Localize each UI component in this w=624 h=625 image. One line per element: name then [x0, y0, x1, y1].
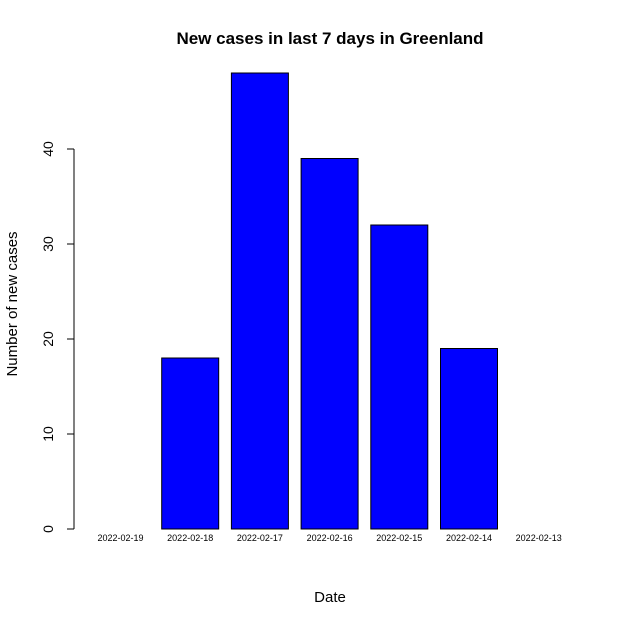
y-tick-label: 30	[40, 236, 56, 252]
x-tick-label: 2022-02-18	[167, 533, 213, 543]
x-tick-label: 2022-02-13	[516, 533, 562, 543]
bar-2022-02-18	[161, 357, 220, 530]
x-tick-label: 2022-02-16	[307, 533, 353, 543]
bar-2022-02-15	[370, 224, 429, 530]
y-axis-label: Number of new cases	[4, 231, 21, 376]
y-tick-label: 20	[40, 331, 56, 347]
y-tick-label: 10	[40, 426, 56, 442]
bars	[161, 72, 498, 530]
bar-2022-02-17	[230, 72, 289, 530]
chart-title: New cases in last 7 days in Greenland	[176, 29, 483, 48]
bar-2022-02-16	[300, 158, 359, 530]
y-tick-label: 40	[40, 141, 56, 157]
x-tick-label: 2022-02-17	[237, 533, 283, 543]
x-axis-ticks: 2022-02-19 2022-02-18 2022-02-17 2022-02-16…	[97, 533, 561, 543]
x-tick-label: 2022-02-15	[376, 533, 422, 543]
bar-2022-02-14	[440, 348, 498, 530]
x-axis-label: Date	[314, 589, 346, 606]
y-axis: 0 10 20 30 40	[40, 141, 75, 533]
x-tick-label: 2022-02-19	[97, 533, 143, 543]
y-tick-label: 0	[40, 525, 56, 533]
x-tick-label: 2022-02-14	[446, 533, 492, 543]
